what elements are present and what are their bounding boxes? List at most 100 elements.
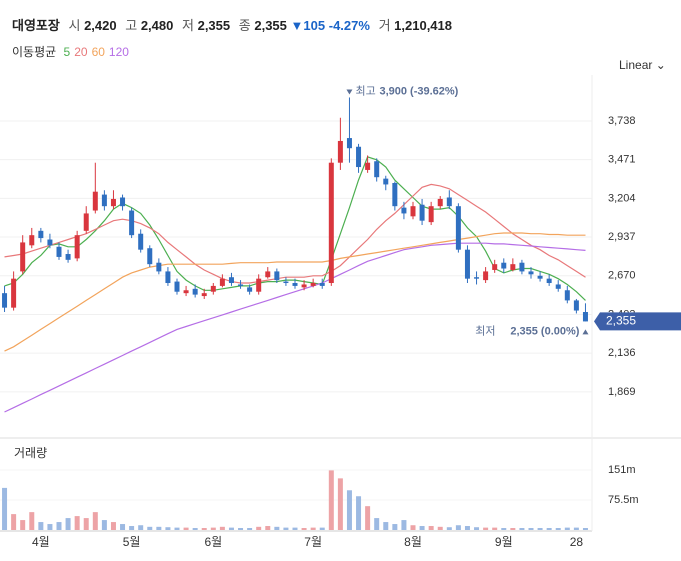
volume-bar — [428, 526, 434, 530]
change-value: 105 — [303, 18, 326, 33]
volume-bar — [573, 527, 579, 530]
volume-bar — [546, 528, 552, 530]
low-label: 저 — [182, 18, 194, 33]
volume-bar — [192, 528, 198, 530]
candle-body — [501, 262, 507, 269]
volume-bar — [92, 512, 98, 530]
volume-bar — [292, 527, 298, 530]
volume-bar — [74, 516, 80, 530]
open-value: 2,420 — [84, 18, 117, 33]
high-value: 2,480 — [140, 18, 174, 33]
min-marker — [582, 329, 589, 335]
scale-mode[interactable]: Linear ⌄ — [619, 58, 666, 72]
volume-bar — [310, 527, 316, 530]
volume-bar — [474, 527, 480, 530]
candle-body — [573, 300, 579, 311]
min-annotation-text: 최저 — [475, 324, 495, 337]
volume-bar — [455, 525, 461, 530]
volume-bar — [38, 522, 44, 530]
ma-line — [4, 183, 586, 284]
ma-legend: 이동평균 5 20 60 120 — [12, 43, 129, 60]
volume-bar — [492, 527, 498, 530]
candle-body — [165, 271, 171, 284]
volume-bar — [165, 527, 171, 530]
volume-bar — [201, 528, 207, 530]
candle-body — [283, 281, 289, 284]
candle-body — [174, 281, 180, 292]
volume-bar — [419, 526, 425, 530]
close-value: 2,355 — [254, 18, 287, 33]
x-tick-label: 8월 — [404, 535, 422, 549]
volume-bar — [528, 528, 534, 530]
volume-bar — [319, 527, 325, 530]
volume-bar — [156, 526, 162, 530]
volume-bar — [501, 528, 507, 530]
candle-body — [29, 235, 35, 246]
y-tick-label: 3,204 — [608, 192, 636, 204]
x-tick-label: 6월 — [204, 535, 222, 549]
candle-body — [292, 283, 298, 286]
candle-body — [129, 210, 135, 236]
volume-label: 거 — [378, 18, 391, 33]
candle-body — [392, 182, 398, 207]
candle-body — [247, 287, 253, 292]
volume-tick-label: 75.5m — [608, 494, 639, 506]
candle-body — [238, 284, 244, 286]
volume-title: 거래량 — [14, 446, 47, 460]
max-marker — [346, 89, 353, 95]
candle-body — [356, 146, 362, 168]
candle-body — [256, 278, 262, 292]
candle-body — [74, 235, 80, 259]
candle-body — [483, 271, 489, 281]
volume-bar — [483, 527, 489, 530]
candle-body — [201, 293, 207, 297]
volume-bar — [129, 526, 135, 530]
volume-bar — [383, 522, 389, 530]
volume-bar — [301, 528, 307, 530]
volume-bar — [138, 525, 144, 530]
candle-body — [437, 198, 443, 207]
volume-bar — [56, 522, 62, 530]
candle-body — [38, 230, 44, 239]
volume-bar — [174, 527, 180, 530]
change-arrow: ▼ — [290, 18, 304, 33]
volume-bar — [183, 527, 189, 530]
candle-body — [510, 264, 516, 270]
candle-body — [274, 271, 280, 281]
candle-body — [11, 278, 17, 308]
volume-bar — [11, 514, 17, 530]
volume-bar — [446, 527, 452, 530]
candle-body — [328, 162, 334, 284]
candle-body — [419, 204, 425, 221]
y-tick-label: 2,670 — [608, 270, 636, 282]
volume-bar — [110, 522, 116, 530]
candle-body — [555, 284, 561, 289]
volume-bar — [537, 528, 543, 530]
candle-body — [455, 206, 461, 250]
candle-body — [101, 194, 107, 207]
min-annotation-label: 2,355 (0.00%) — [510, 325, 579, 337]
candle-body — [210, 285, 216, 292]
x-tick-label: 28 — [570, 535, 584, 549]
candle-body — [528, 271, 534, 275]
candle-body — [346, 138, 352, 149]
candle-body — [301, 284, 307, 288]
candle-body — [110, 198, 116, 207]
volume-bar — [464, 526, 470, 530]
y-tick-label: 3,738 — [608, 115, 636, 127]
volume-bar — [247, 528, 253, 530]
candle-body — [65, 254, 71, 260]
change-pct: -4.27% — [328, 18, 370, 33]
candle-body — [183, 290, 189, 294]
volume-bar — [337, 478, 343, 530]
candle-body — [156, 262, 162, 272]
candle-body — [219, 278, 225, 286]
ma-line — [4, 242, 586, 413]
volume-bar — [120, 524, 126, 530]
ma-legend-label: 이동평균 — [12, 45, 57, 59]
scale-mode-label[interactable]: Linear — [619, 58, 653, 72]
candle-body — [410, 206, 416, 217]
close-label: 종 — [238, 18, 251, 33]
ma-line — [4, 232, 586, 352]
